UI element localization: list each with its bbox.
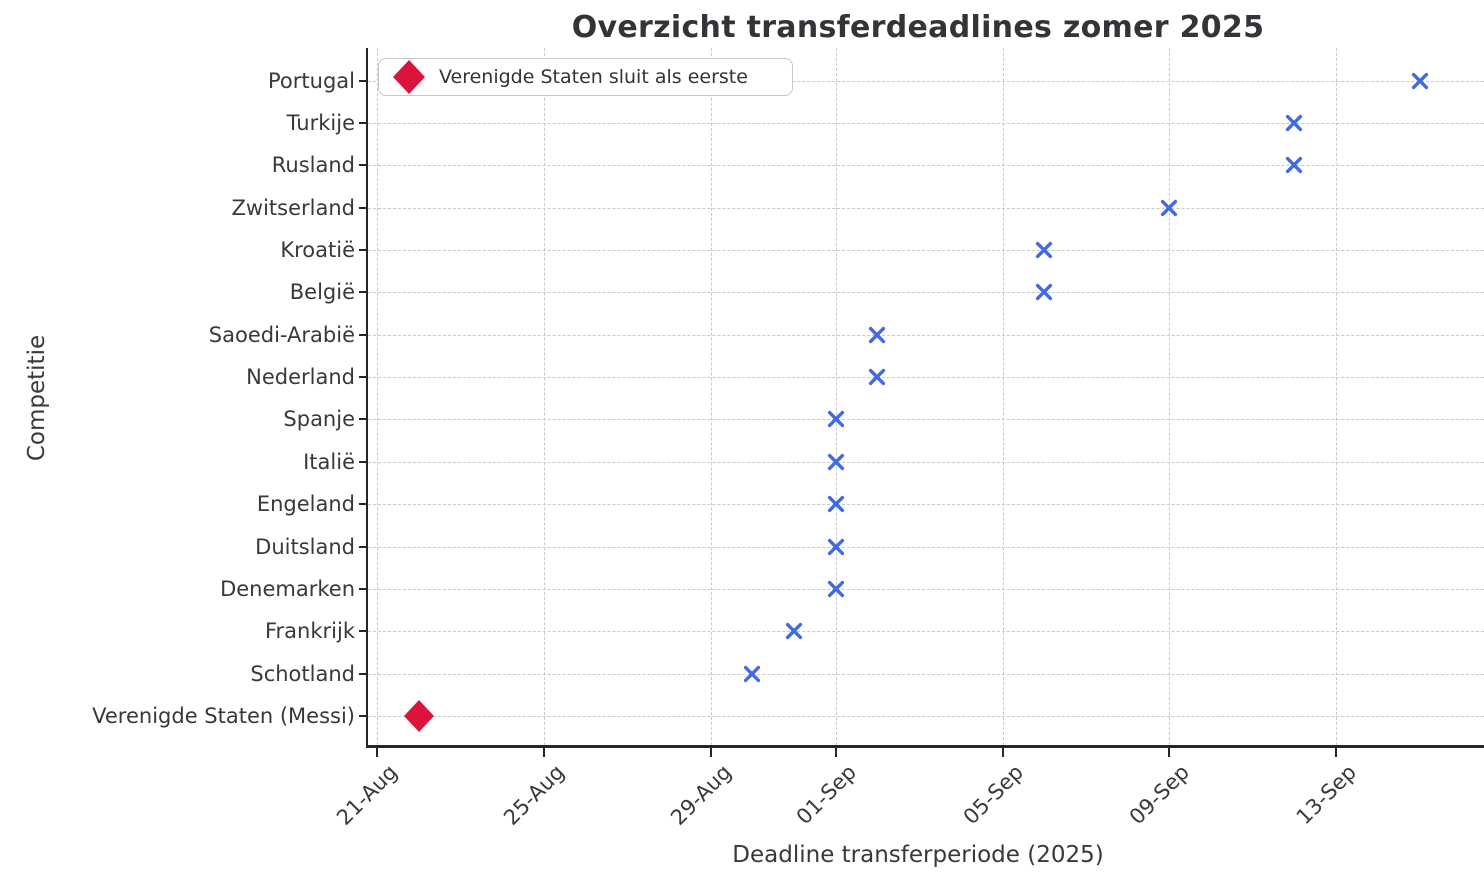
gridline-horizontal xyxy=(368,631,1484,633)
x-tick-mark xyxy=(1001,748,1004,757)
y-axis-spine xyxy=(366,48,369,748)
y-category-label: Rusland xyxy=(271,153,355,178)
chart-title: Overzicht transferdeadlines zomer 2025 xyxy=(571,10,1265,45)
x-tick-mark xyxy=(1335,748,1338,757)
gridline-vertical xyxy=(835,48,837,745)
y-category-label: België xyxy=(289,280,355,305)
y-category-label: Frankrijk xyxy=(265,619,355,644)
gridline-horizontal xyxy=(368,80,1484,82)
x-axis-spine xyxy=(366,745,1484,748)
y-tick-mark xyxy=(359,121,368,124)
data-point-x xyxy=(827,580,845,598)
x-tick-label: 13-Sep xyxy=(1291,760,1362,830)
data-point-x xyxy=(1160,199,1178,217)
data-point-x xyxy=(868,368,886,386)
gridline-horizontal xyxy=(368,122,1484,124)
gridline-vertical xyxy=(1002,48,1004,745)
gridline-horizontal xyxy=(368,334,1484,336)
x-axis-title: Deadline transferperiode (2025) xyxy=(732,842,1104,868)
gridline-horizontal xyxy=(368,546,1484,548)
y-tick-mark xyxy=(359,630,368,633)
y-tick-mark xyxy=(359,333,368,336)
x-tick-mark xyxy=(834,748,837,757)
gridline-horizontal xyxy=(368,165,1484,167)
y-category-label: Nederland xyxy=(246,365,355,390)
data-point-x xyxy=(1285,114,1303,132)
y-category-label: Engeland xyxy=(256,492,355,517)
y-category-label: Denemarken xyxy=(220,576,355,601)
plot-area xyxy=(368,48,1484,745)
y-tick-mark xyxy=(359,79,368,82)
y-tick-mark xyxy=(359,715,368,717)
data-point-x xyxy=(1035,283,1053,301)
x-tick-mark xyxy=(709,748,712,757)
gridline-horizontal xyxy=(368,673,1484,675)
data-point-x xyxy=(827,410,845,428)
y-tick-mark xyxy=(359,672,368,675)
y-category-label: Turkije xyxy=(286,110,355,135)
legend: Verenigde Staten sluit als eerste xyxy=(378,58,793,96)
data-point-x xyxy=(827,453,845,471)
gridline-horizontal xyxy=(368,250,1484,252)
x-tick-mark xyxy=(542,748,545,757)
y-tick-mark xyxy=(359,460,368,463)
gridline-horizontal xyxy=(368,461,1484,463)
x-tick-label: 25-Aug xyxy=(498,760,569,830)
gridline-horizontal xyxy=(368,504,1484,506)
y-category-label: Verenigde Staten (Messi) xyxy=(92,704,355,728)
data-point-x xyxy=(1285,156,1303,174)
gridline-horizontal xyxy=(368,419,1484,421)
x-tick-label: 01-Sep xyxy=(791,760,861,830)
data-point-x xyxy=(827,495,845,513)
y-category-label: Portugal xyxy=(268,68,355,93)
x-tick-label: 21-Aug xyxy=(332,760,402,830)
y-tick-mark xyxy=(359,206,368,209)
y-tick-mark xyxy=(359,503,368,506)
data-point-x xyxy=(1411,72,1429,90)
gridline-vertical xyxy=(377,48,378,745)
gridline-vertical xyxy=(1169,48,1171,745)
x-tick-label: 09-Sep xyxy=(1125,760,1195,830)
gridline-vertical xyxy=(710,48,712,745)
y-category-label: Duitsland xyxy=(255,534,355,559)
legend-label: Verenigde Staten sluit als eerste xyxy=(439,66,748,88)
y-tick-mark xyxy=(359,376,368,379)
y-tick-mark xyxy=(359,249,368,252)
gridline-horizontal xyxy=(368,292,1484,294)
y-category-label: Zwitserland xyxy=(231,195,355,220)
y-category-label: Schotland xyxy=(250,661,355,686)
data-point-x xyxy=(868,326,886,344)
y-category-label: Kroatië xyxy=(280,238,355,263)
y-tick-mark xyxy=(359,291,368,294)
gridline-horizontal xyxy=(368,377,1484,379)
gridline-horizontal xyxy=(368,207,1484,209)
y-tick-mark xyxy=(359,545,368,548)
x-tick-label: 05-Sep xyxy=(958,760,1028,830)
x-tick-mark xyxy=(376,748,378,757)
gridline-vertical xyxy=(1336,48,1338,745)
y-category-label: Spanje xyxy=(283,407,355,432)
data-point-x xyxy=(827,538,845,556)
gridline-vertical xyxy=(543,48,545,745)
y-category-label: Saoedi-Arabië xyxy=(208,322,355,347)
y-category-label: Italië xyxy=(303,449,355,474)
diamond-marker-icon xyxy=(392,59,426,95)
y-axis-title: Competitie xyxy=(24,334,50,462)
data-point-x xyxy=(1035,241,1053,259)
y-tick-mark xyxy=(359,164,368,167)
gridline-horizontal xyxy=(368,588,1484,590)
y-tick-mark xyxy=(359,587,368,590)
gridline-horizontal xyxy=(368,716,1484,717)
data-point-diamond xyxy=(403,700,434,733)
x-tick-mark xyxy=(1168,748,1171,757)
x-tick-label: 29-Aug xyxy=(665,760,736,830)
y-tick-mark xyxy=(359,418,368,421)
data-point-x xyxy=(785,622,803,640)
data-point-x xyxy=(743,665,761,683)
